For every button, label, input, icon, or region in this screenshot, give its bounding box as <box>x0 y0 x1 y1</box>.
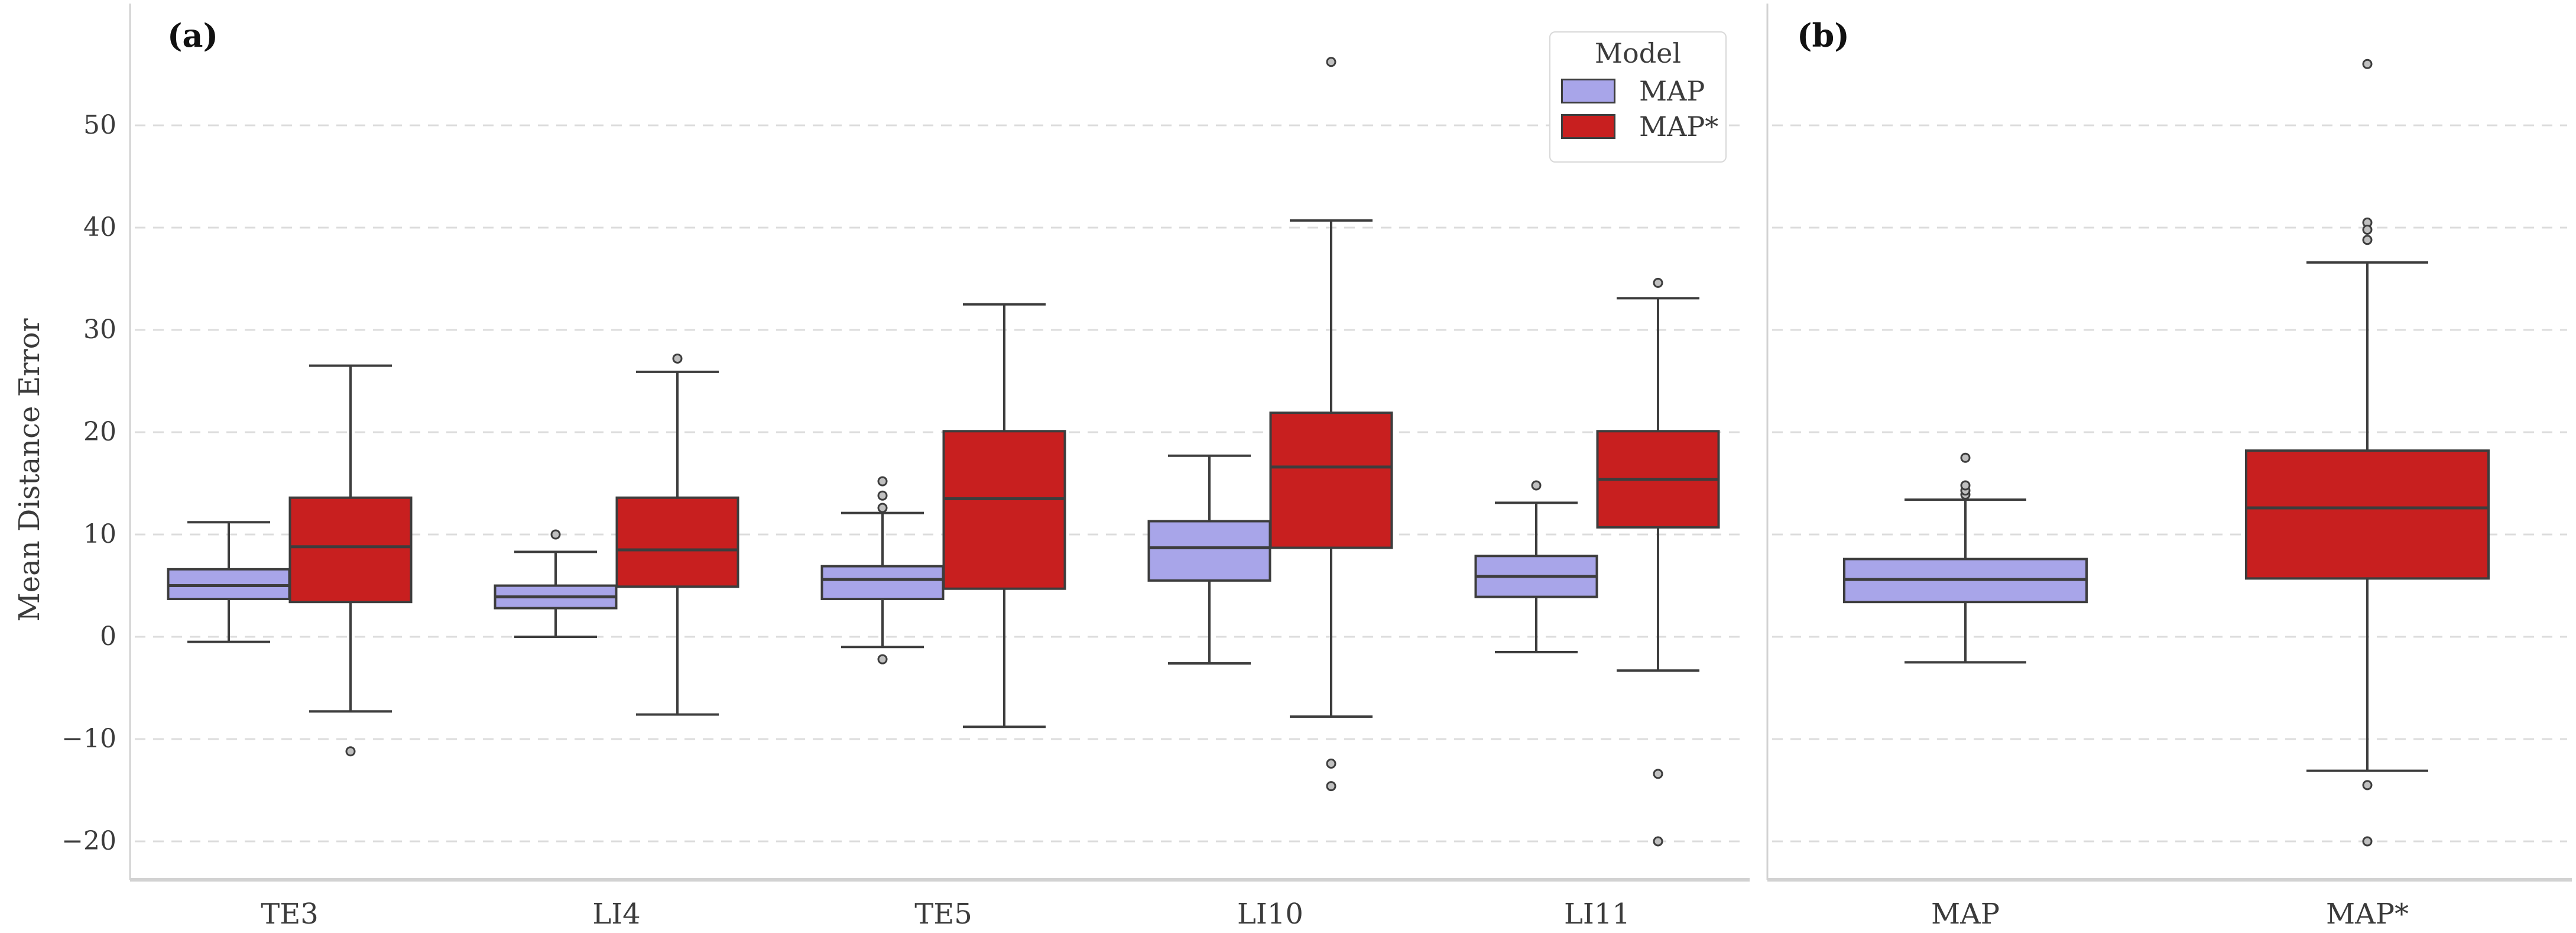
x-tick-label-MAP*: MAP* <box>2325 898 2409 931</box>
outlier-MAP*-TE3 <box>345 746 356 757</box>
x-tick-label-TE5: TE5 <box>914 898 972 931</box>
y-axis-label: Mean Distance Error <box>13 318 46 622</box>
y-tick-label--20: −20 <box>61 826 116 856</box>
legend-label-map: MAP <box>1639 75 1705 107</box>
y-tick-label-10: 10 <box>83 519 116 549</box>
outlier-MAP-TE5 <box>877 654 888 665</box>
y-tick-label-40: 40 <box>83 212 116 242</box>
outlier-MAP-TE5 <box>877 490 888 501</box>
x-tick-label-LI4: LI4 <box>592 898 641 931</box>
outlier-MAP-MAP <box>1960 452 1971 463</box>
legend: Model MAP MAP* <box>1549 31 1727 163</box>
x-tick-label-LI11: LI11 <box>1564 898 1630 931</box>
outlier-MAP*-MAP* <box>2362 836 2373 847</box>
outlier-MAP*-LI4 <box>672 353 683 364</box>
outlier-MAP*-LI10 <box>1326 759 1336 769</box>
outlier-MAP-LI11 <box>1531 480 1542 491</box>
box-MAP-LI10 <box>1147 520 1271 582</box>
x-tick-label-TE3: TE3 <box>261 898 319 931</box>
y-tick-label-30: 30 <box>83 315 116 345</box>
legend-swatch-map-star <box>1561 114 1615 139</box>
box-MAP*-LI4 <box>615 496 739 588</box>
outlier-MAP-MAP <box>1960 480 1971 491</box>
outlier-MAP-TE5 <box>877 503 888 513</box>
y-tick-label-0: 0 <box>100 621 116 652</box>
legend-swatch-map <box>1561 79 1615 103</box>
box-MAP-TE5 <box>820 565 945 600</box>
box-MAP*-TE5 <box>942 430 1066 590</box>
outlier-MAP*-LI11 <box>1653 277 1663 288</box>
outlier-MAP*-LI10 <box>1326 781 1336 792</box>
outlier-MAP*-LI11 <box>1653 769 1663 779</box>
y-tick-label-50: 50 <box>83 110 116 140</box>
panel-b-label: (b) <box>1797 17 1850 54</box>
outlier-MAP*-MAP* <box>2362 780 2373 791</box>
legend-label-map-star: MAP* <box>1639 111 1719 142</box>
y-tick-label--10: −10 <box>61 724 116 754</box>
outlier-MAP-LI4 <box>550 529 561 540</box>
outlier-MAP*-LI11 <box>1653 836 1663 847</box>
panel-a-label: (a) <box>167 17 219 54</box>
box-MAP*-MAP* <box>2245 449 2490 580</box>
outlier-MAP*-MAP* <box>2362 235 2373 245</box>
box-MAP*-LI10 <box>1269 412 1393 549</box>
outlier-MAP*-MAP* <box>2362 59 2373 69</box>
x-tick-label-MAP: MAP <box>1931 898 2000 931</box>
y-tick-label-20: 20 <box>83 417 116 447</box>
legend-title: Model <box>1594 37 1682 69</box>
outlier-MAP-TE5 <box>877 476 888 487</box>
outlier-MAP*-LI10 <box>1326 57 1336 67</box>
box-MAP*-TE3 <box>288 496 413 604</box>
box-MAP-TE3 <box>167 568 291 600</box>
x-tick-label-LI10: LI10 <box>1237 898 1303 931</box>
legend-item-map: MAP <box>1561 75 1725 107</box>
outlier-MAP*-MAP* <box>2362 224 2373 235</box>
legend-item-map-star: MAP* <box>1561 111 1725 142</box>
